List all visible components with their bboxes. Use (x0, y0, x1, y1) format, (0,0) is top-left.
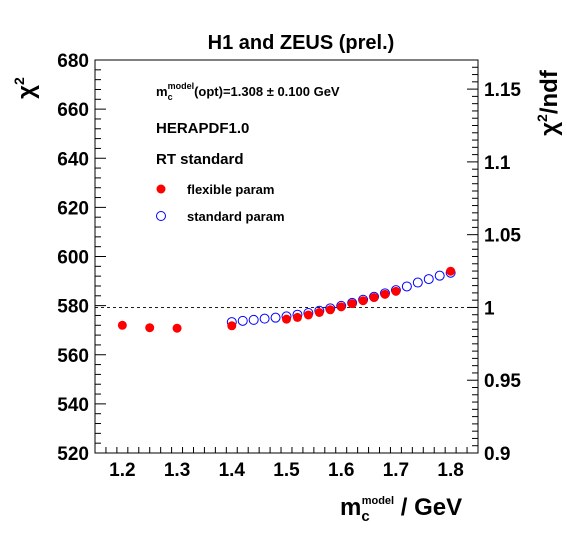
standard-param-marker (434, 270, 445, 281)
flexible-param-marker (145, 323, 155, 333)
y2-axis-title: χ2/ndf (534, 69, 563, 136)
annotation-opt-mass-sub: c (168, 92, 173, 102)
data-markers (117, 266, 456, 333)
y2-tick-label: 1.05 (484, 226, 521, 247)
x-tick-label: 1.3 (164, 460, 190, 481)
plot-frame (94, 59, 479, 454)
y-tick-label: 660 (57, 100, 89, 121)
x-tick-labels: 1.2 1.3 1.4 1.5 1.6 1.7 1.8 (109, 460, 464, 481)
flexible-param-marker (325, 305, 335, 315)
x-tick-label: 1.8 (437, 460, 463, 481)
flexible-param-marker (369, 293, 379, 303)
annotation-opt-mass: mcmodel(opt)=1.308 ± 0.100 GeV (156, 81, 340, 102)
standard-param-marker (270, 312, 281, 323)
y2-tick-label: 1.15 (484, 80, 521, 101)
y-tick-label: 520 (57, 444, 89, 465)
flexible-param-marker (172, 323, 182, 333)
y-tick-label: 680 (57, 51, 89, 72)
y2-tick-label: 1.1 (484, 153, 511, 174)
y2-axis-title-main: χ (536, 122, 563, 136)
y2-axis-title-suffix: /ndf (536, 69, 563, 114)
legend-marker-flexible (156, 184, 166, 194)
flexible-param-marker (292, 312, 302, 322)
x-axis-title-sup: model (362, 495, 394, 507)
standard-param-marker (259, 313, 270, 324)
standard-param-marker (412, 277, 423, 288)
y2-tick-label: 0.95 (484, 371, 521, 392)
legend: flexible param standard param (156, 182, 285, 224)
flexible-param-marker (380, 289, 390, 299)
flexible-param-marker (117, 320, 127, 330)
x-axis-title: mcmodel / GeV (340, 494, 462, 525)
x-tick-label: 1.7 (383, 460, 409, 481)
y2-tick-labels: 0.9 0.95 1 1.05 1.1 1.15 (484, 80, 521, 465)
y-tick-label: 620 (57, 198, 89, 219)
annotation-scheme: RT standard (156, 151, 244, 168)
x-axis-title-suffix: / GeV (394, 494, 462, 521)
y-axis-title-main: χ (13, 85, 40, 99)
y-tick-label: 560 (57, 346, 89, 367)
x-tick-label: 1.5 (273, 460, 300, 481)
x-tick-label: 1.2 (109, 460, 135, 481)
flexible-param-marker (336, 302, 346, 312)
flexible-param-marker (391, 286, 401, 296)
standard-param-marker (248, 314, 259, 325)
legend-marker-standard (156, 211, 166, 221)
flexible-param-marker (303, 310, 313, 320)
y-tick-label: 640 (57, 149, 89, 170)
y-axis-title-sup: 2 (11, 77, 27, 85)
x-axis-title-main: m (340, 494, 361, 521)
x-tick-label: 1.6 (328, 460, 354, 481)
annotation-opt-mass-suffix: (opt)=1.308 ± 0.100 GeV (194, 84, 340, 99)
standard-param-marker (401, 281, 412, 292)
tick-marks (94, 59, 479, 454)
standard-param-marker (423, 274, 434, 285)
flexible-param-marker (358, 296, 368, 306)
x-tick-label: 1.4 (219, 460, 246, 481)
annotation-pdf: HERAPDF1.0 (156, 120, 249, 137)
y-tick-label: 540 (57, 395, 89, 416)
y2-tick-label: 0.9 (484, 444, 510, 465)
standard-param-marker (237, 315, 248, 326)
flexible-param-marker (314, 308, 324, 318)
flexible-param-marker (446, 266, 456, 276)
y2-axis-title-sup: 2 (534, 114, 550, 122)
y2-tick-label: 1 (484, 298, 495, 319)
chart-title: H1 and ZEUS (prel.) (208, 32, 395, 54)
y-tick-label: 600 (57, 248, 89, 269)
y-tick-labels: 520 540 560 580 600 620 640 660 680 (57, 51, 89, 465)
legend-label-standard: standard param (187, 209, 285, 224)
x-axis-title-sub: c (361, 508, 369, 525)
annotation-opt-mass-prefix: m (156, 84, 168, 99)
y-axis-title: χ2 (11, 77, 40, 99)
annotation-opt-mass-sup: model (168, 81, 195, 91)
flexible-param-marker (227, 321, 237, 331)
legend-label-flexible: flexible param (187, 182, 274, 197)
y-tick-label: 580 (57, 297, 89, 318)
flexible-param-marker (282, 314, 291, 324)
flexible-param-marker (347, 299, 357, 309)
